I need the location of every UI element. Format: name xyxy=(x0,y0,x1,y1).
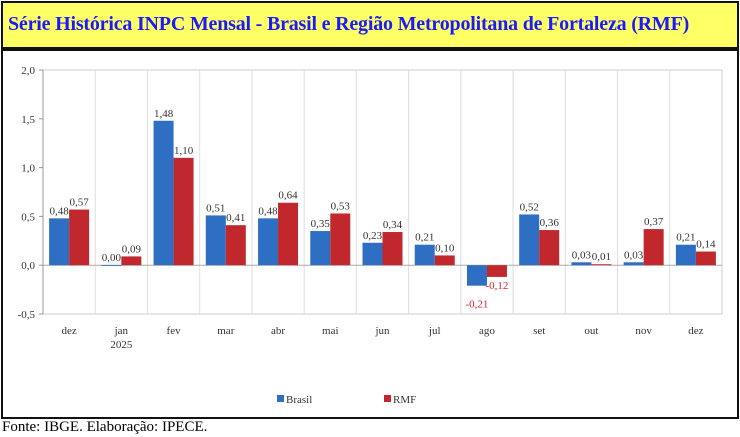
plot-area xyxy=(42,69,723,315)
bar-rmf xyxy=(695,251,716,266)
bar-rmf xyxy=(643,229,664,266)
y-tick-label: 1,5 xyxy=(21,114,35,126)
x-tick-label: fev xyxy=(167,325,182,337)
x-tick-label: set xyxy=(533,325,545,337)
data-label: 0,21 xyxy=(415,232,434,244)
bar-brasil xyxy=(49,218,70,266)
x-tick-label: jul xyxy=(428,325,441,337)
bar-rmf xyxy=(173,157,194,266)
data-label: 0,00 xyxy=(102,252,122,264)
bar-brasil xyxy=(205,215,226,266)
data-label: 0,35 xyxy=(311,218,331,230)
bar-brasil xyxy=(310,231,331,266)
bar-rmf xyxy=(225,225,246,266)
bar-rmf xyxy=(434,255,455,266)
data-label: 0,10 xyxy=(435,242,455,254)
data-label: 0,03 xyxy=(624,249,644,261)
data-label: 0,48 xyxy=(258,205,278,217)
data-label: 1,10 xyxy=(174,145,194,157)
data-label: 0,64 xyxy=(278,190,298,202)
data-label: 0,53 xyxy=(331,200,351,212)
bar-rmf xyxy=(539,230,560,266)
data-label: 0,52 xyxy=(520,201,539,213)
bar-brasil xyxy=(519,214,540,266)
bar-brasil xyxy=(101,265,122,266)
bar-rmf xyxy=(486,265,507,277)
data-label: -0,21 xyxy=(466,299,489,311)
y-tick-label: -0,5 xyxy=(18,309,36,321)
data-label: 0,37 xyxy=(644,216,664,228)
data-label: 1,48 xyxy=(154,108,174,120)
bar-brasil xyxy=(362,242,383,266)
data-label: 0,14 xyxy=(696,239,716,251)
bar-brasil xyxy=(414,244,435,266)
bar-rmf xyxy=(382,232,403,266)
bar-brasil xyxy=(466,265,487,286)
data-label: 0,36 xyxy=(540,217,560,229)
x-tick-label: mar xyxy=(217,325,234,337)
data-label: 0,23 xyxy=(363,230,383,242)
data-label: 0,09 xyxy=(122,243,142,255)
bar-rmf xyxy=(591,264,612,266)
y-tick-label: 0,0 xyxy=(21,260,35,272)
x-tick-label: abr xyxy=(271,325,285,337)
bar-rmf xyxy=(278,202,299,266)
data-label: 0,21 xyxy=(676,232,695,244)
data-label: 0,51 xyxy=(206,202,225,214)
x-tick-label: ago xyxy=(479,325,495,337)
x-tick-label: nov xyxy=(635,325,652,337)
data-label: 0,03 xyxy=(572,249,592,261)
x-tick-label: dez xyxy=(688,325,703,337)
chart-title: Série Histórica INPC Mensal - Brasil e R… xyxy=(8,13,690,35)
legend-label-brasil: Brasil xyxy=(286,394,312,406)
data-label: 0,01 xyxy=(592,251,611,263)
data-label: 0,41 xyxy=(226,212,245,224)
data-label: 0,57 xyxy=(69,197,89,209)
legend-swatch-brasil xyxy=(277,395,284,402)
bar-rmf xyxy=(330,213,351,266)
bar-brasil xyxy=(153,120,174,266)
bar-brasil xyxy=(258,218,279,266)
x-tick-label: 2025 xyxy=(110,339,133,351)
x-tick-label: jun xyxy=(374,325,390,337)
source-note: Fonte: IBGE. Elaboração: IPECE. xyxy=(2,419,208,435)
y-tick-label: 2,0 xyxy=(21,65,35,77)
bar-rmf xyxy=(69,209,90,266)
x-tick-label: mai xyxy=(322,325,339,337)
x-tick-label: jan xyxy=(114,325,129,337)
bar-brasil xyxy=(675,244,696,266)
bar-brasil xyxy=(623,262,644,266)
bar-brasil xyxy=(571,262,592,266)
y-tick-label: 0,5 xyxy=(21,211,35,223)
data-label: 0,34 xyxy=(383,219,403,231)
y-tick-label: 1,0 xyxy=(21,163,35,175)
legend-swatch-rmf xyxy=(384,395,391,402)
legend-label-rmf: RMF xyxy=(393,394,416,406)
x-tick-label: out xyxy=(584,325,598,337)
data-label: 0,48 xyxy=(49,205,69,217)
x-tick-label: dez xyxy=(61,325,76,337)
bar-rmf xyxy=(121,256,142,266)
data-label: -0,12 xyxy=(486,280,509,292)
title-bar: Série Histórica INPC Mensal - Brasil e R… xyxy=(1,1,739,49)
